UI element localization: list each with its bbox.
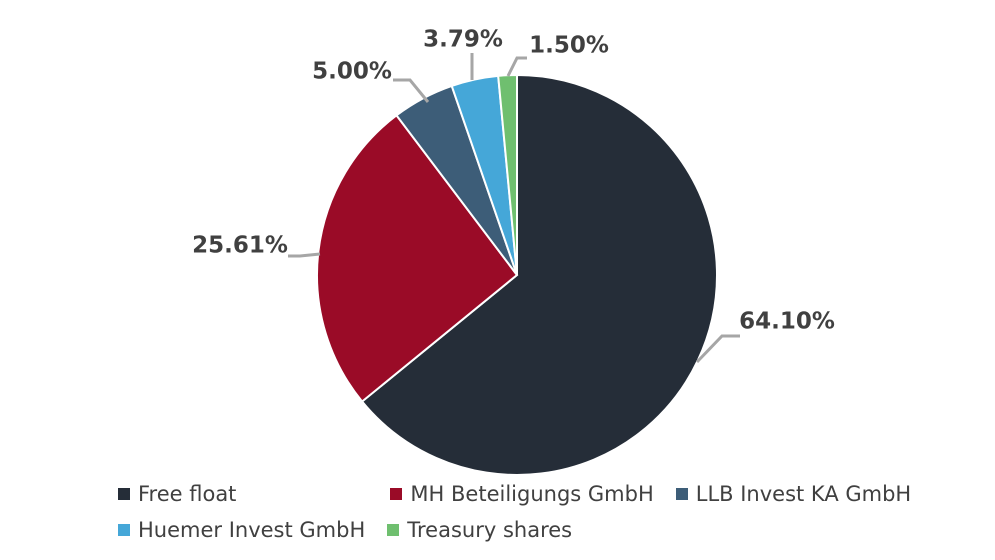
legend-swatch-huemer-invest bbox=[118, 524, 130, 536]
leader-line-llb-invest bbox=[393, 78, 430, 103]
data-label-mh-beteiligungs: 25.61% bbox=[192, 233, 288, 259]
legend-row-2: Huemer Invest GmbH Treasury shares bbox=[118, 512, 978, 548]
legend-item-mh-beteiligungs: MH Beteiligungs GmbH bbox=[390, 482, 654, 506]
legend-item-treasury-shares: Treasury shares bbox=[387, 518, 572, 542]
legend-swatch-llb-invest bbox=[675, 488, 688, 500]
legend-item-huemer-invest: Huemer Invest GmbH bbox=[118, 518, 365, 542]
legend-label-huemer-invest: Huemer Invest GmbH bbox=[138, 518, 366, 542]
legend-label-free-float: Free float bbox=[138, 482, 237, 506]
legend-swatch-treasury-shares bbox=[387, 524, 400, 536]
legend-row-1: Free float MH Beteiligungs GmbH LLB Inve… bbox=[118, 476, 978, 512]
legend-item-free-float: Free float bbox=[118, 482, 236, 506]
data-labels-layer: 64.10% 25.61% 5.00% 3.79% 1.50% bbox=[192, 27, 835, 335]
pie-slice-mh-beteiligungs bbox=[316, 113, 519, 403]
legend-label-mh-beteiligungs: MH Beteiligungs GmbH bbox=[410, 482, 654, 506]
slices-layer bbox=[316, 73, 718, 476]
data-label-llb-invest: 5.00% bbox=[312, 59, 392, 85]
legend-swatch-mh-beteiligungs bbox=[390, 488, 403, 500]
data-label-treasury-shares: 1.50% bbox=[529, 33, 609, 59]
legend-label-treasury-shares: Treasury shares bbox=[407, 518, 573, 542]
legend-swatch-free-float bbox=[118, 488, 130, 500]
legend-label-llb-invest: LLB Invest KA GmbH bbox=[695, 482, 912, 506]
leader-lines-layer bbox=[288, 53, 740, 364]
leader-line-treasury-shares bbox=[506, 56, 527, 77]
leader-line-mh-beteiligungs bbox=[288, 252, 321, 258]
leader-line-free-float bbox=[695, 334, 740, 364]
legend-item-llb-invest: LLB Invest KA GmbH bbox=[675, 482, 912, 506]
data-label-huemer-invest: 3.79% bbox=[423, 27, 503, 53]
data-label-free-float: 64.10% bbox=[739, 309, 835, 335]
legend: Free float MH Beteiligungs GmbH LLB Inve… bbox=[118, 476, 978, 548]
